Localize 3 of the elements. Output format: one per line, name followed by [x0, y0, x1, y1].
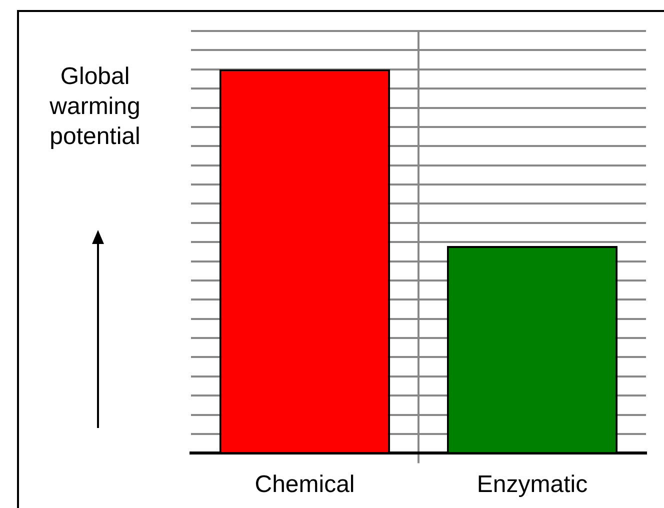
x-tick-label: Enzymatic: [476, 471, 588, 498]
x-tick-label: Chemical: [254, 471, 355, 498]
y-axis-title: Global warming potential: [48, 62, 142, 152]
